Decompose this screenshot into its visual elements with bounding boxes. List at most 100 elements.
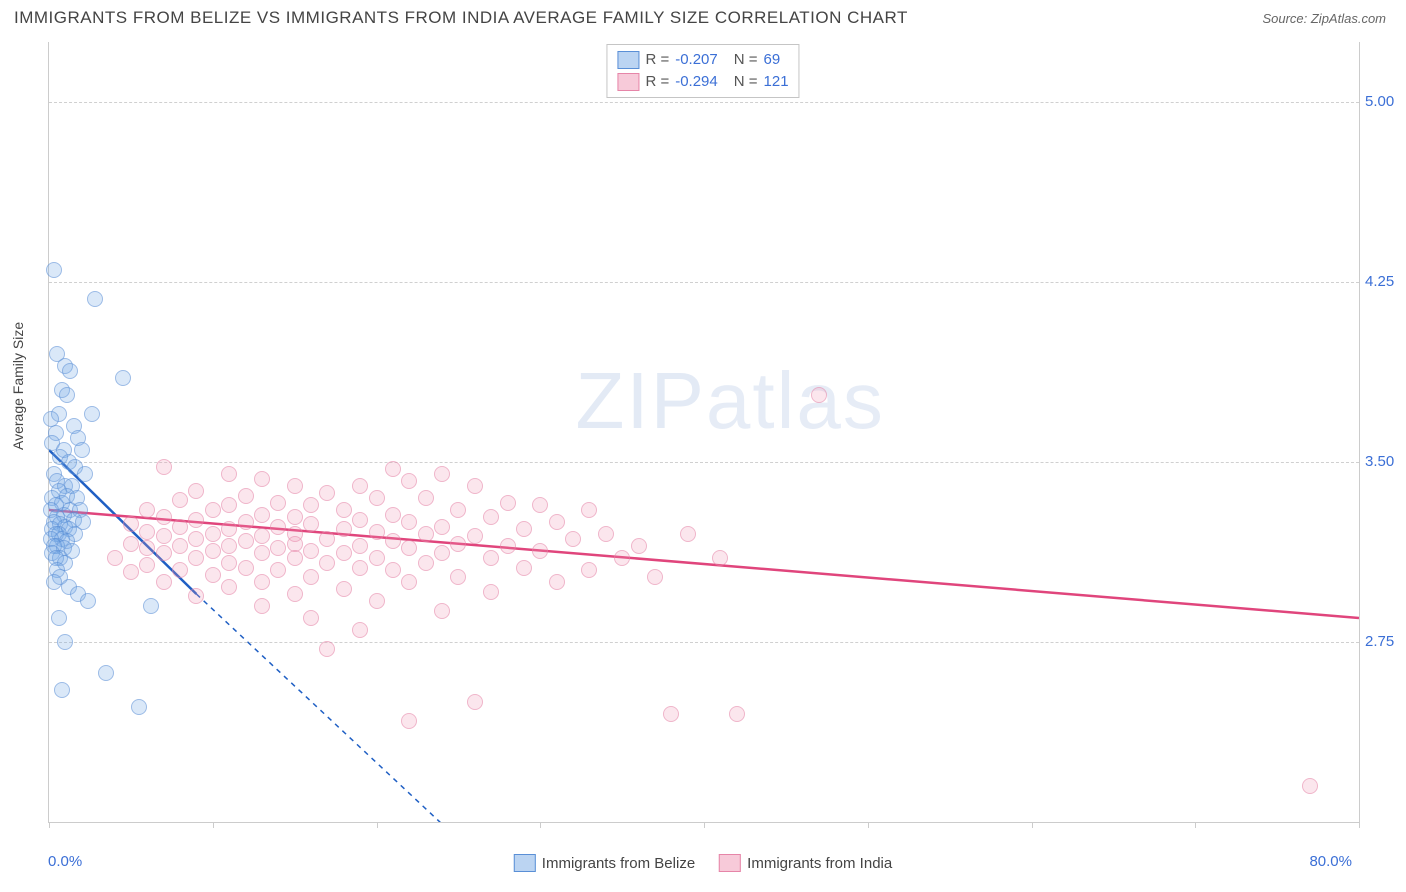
scatter-point [238, 533, 254, 549]
scatter-point [565, 531, 581, 547]
chart-title: IMMIGRANTS FROM BELIZE VS IMMIGRANTS FRO… [14, 8, 908, 28]
scatter-point [54, 682, 70, 698]
scatter-point [188, 531, 204, 547]
scatter-point [221, 538, 237, 554]
scatter-point [254, 545, 270, 561]
scatter-point [205, 543, 221, 559]
scatter-point [221, 579, 237, 595]
legend-swatch [617, 73, 639, 91]
scatter-point [385, 461, 401, 477]
y-axis-label: Average Family Size [10, 322, 26, 450]
scatter-point [115, 370, 131, 386]
legend-label: Immigrants from Belize [542, 855, 695, 872]
scatter-point [549, 514, 565, 530]
scatter-point [123, 516, 139, 532]
scatter-point [401, 540, 417, 556]
scatter-point [188, 512, 204, 528]
scatter-point [532, 543, 548, 559]
scatter-point [516, 521, 532, 537]
legend-stat-row: R =-0.207N =69 [617, 49, 788, 71]
gridline [49, 282, 1359, 283]
y-tick-label: 3.50 [1365, 453, 1406, 470]
scatter-point [172, 562, 188, 578]
n-label: N = [734, 71, 758, 93]
scatter-point [401, 514, 417, 530]
scatter-point [450, 536, 466, 552]
scatter-point [1302, 778, 1318, 794]
scatter-point [352, 622, 368, 638]
x-tick-mark [213, 822, 214, 828]
scatter-point [156, 574, 172, 590]
x-axis-max-label: 80.0% [1309, 853, 1352, 870]
scatter-point [156, 528, 172, 544]
scatter-point [385, 507, 401, 523]
scatter-point [77, 466, 93, 482]
y-tick-label: 2.75 [1365, 633, 1406, 650]
x-axis-min-label: 0.0% [48, 853, 82, 870]
x-tick-mark [704, 822, 705, 828]
scatter-point [221, 466, 237, 482]
scatter-point [46, 262, 62, 278]
scatter-point [401, 574, 417, 590]
scatter-point [139, 557, 155, 573]
scatter-point [254, 507, 270, 523]
gridline [49, 102, 1359, 103]
scatter-point [287, 509, 303, 525]
scatter-point [581, 502, 597, 518]
scatter-point [131, 699, 147, 715]
legend-swatch [617, 51, 639, 69]
y-tick-label: 4.25 [1365, 273, 1406, 290]
scatter-point [221, 555, 237, 571]
x-tick-mark [868, 822, 869, 828]
scatter-point [467, 528, 483, 544]
trend-lines-layer [49, 42, 1359, 822]
scatter-point [139, 540, 155, 556]
scatter-point [188, 483, 204, 499]
n-label: N = [734, 49, 758, 71]
scatter-point [614, 550, 630, 566]
x-tick-mark [49, 822, 50, 828]
scatter-point [319, 531, 335, 547]
scatter-point [80, 593, 96, 609]
scatter-point [336, 581, 352, 597]
scatter-point [254, 598, 270, 614]
scatter-point [254, 528, 270, 544]
scatter-point [500, 495, 516, 511]
scatter-point [385, 562, 401, 578]
scatter-point [369, 593, 385, 609]
scatter-point [156, 509, 172, 525]
scatter-point [450, 502, 466, 518]
scatter-point [205, 526, 221, 542]
scatter-point [401, 473, 417, 489]
n-value: 121 [764, 71, 789, 93]
scatter-point [238, 488, 254, 504]
scatter-point [663, 706, 679, 722]
scatter-point [46, 574, 62, 590]
scatter-point [336, 545, 352, 561]
scatter-point [172, 492, 188, 508]
scatter-point [434, 466, 450, 482]
scatter-point [87, 291, 103, 307]
x-tick-mark [540, 822, 541, 828]
scatter-point [254, 574, 270, 590]
y-tick-label: 5.00 [1365, 93, 1406, 110]
gridline [49, 462, 1359, 463]
r-value: -0.207 [675, 49, 718, 71]
scatter-point [369, 550, 385, 566]
scatter-point [319, 555, 335, 571]
r-label: R = [645, 49, 669, 71]
legend-swatch [719, 854, 741, 872]
scatter-point [270, 540, 286, 556]
trend-line-extrapolation [196, 594, 491, 822]
scatter-point [483, 550, 499, 566]
scatter-point [303, 516, 319, 532]
scatter-point [57, 634, 73, 650]
scatter-point [98, 665, 114, 681]
scatter-point [205, 567, 221, 583]
scatter-point [143, 598, 159, 614]
scatter-point [647, 569, 663, 585]
scatter-point [123, 536, 139, 552]
scatter-point [270, 495, 286, 511]
scatter-point [254, 471, 270, 487]
scatter-point [418, 526, 434, 542]
